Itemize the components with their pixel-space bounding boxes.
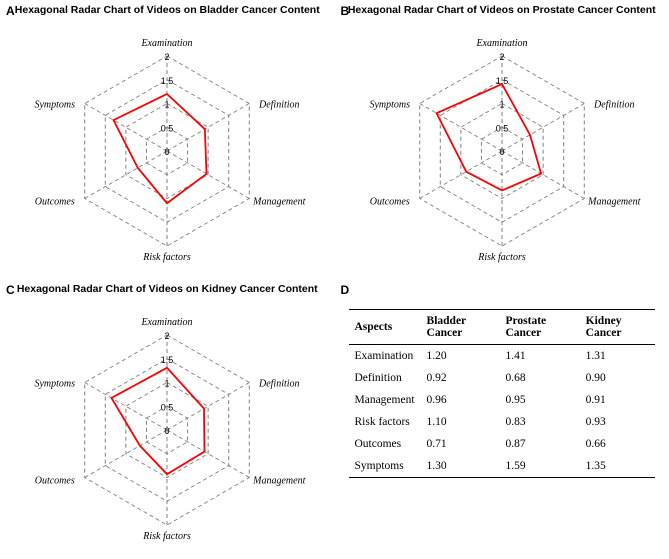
panel-b: B Hexagonal Radar Chart of Videos on Pro… xyxy=(335,0,669,279)
svg-text:Risk factors: Risk factors xyxy=(142,252,191,263)
table-body: Examination1.201.411.31Definition0.920.6… xyxy=(349,344,656,477)
panel-b-title: Hexagonal Radar Chart of Videos on Prost… xyxy=(335,4,669,16)
svg-text:Risk factors: Risk factors xyxy=(477,252,526,263)
svg-text:1.5: 1.5 xyxy=(495,76,508,86)
table-cell: Outcomes xyxy=(349,433,421,455)
svg-text:Management: Management xyxy=(252,197,305,208)
table-cell: 0.96 xyxy=(421,389,500,411)
svg-text:1.5: 1.5 xyxy=(161,354,174,364)
table-cell: 1.31 xyxy=(580,344,655,367)
table-row: Examination1.201.411.31 xyxy=(349,344,656,367)
panel-a-title: Hexagonal Radar Chart of Videos on Bladd… xyxy=(0,4,335,16)
panel-b-chart: 0 0.5 1 1.5 2 Examination Definition Management… xyxy=(335,18,669,280)
svg-text:Definition: Definition xyxy=(592,100,634,111)
svg-text:1: 1 xyxy=(164,378,169,388)
panel-c-chart: 0 0.5 1 1.5 2 Examination Definition Management… xyxy=(0,297,334,559)
svg-text:Symptoms: Symptoms xyxy=(34,100,75,111)
panel-c: C Hexagonal Radar Chart of Videos on Kid… xyxy=(0,279,335,558)
table-row: Management0.960.950.91 xyxy=(349,389,656,411)
table-header-cell: Aspects xyxy=(349,309,421,344)
svg-text:Outcomes: Outcomes xyxy=(35,197,75,208)
svg-text:Management: Management xyxy=(252,475,305,486)
panel-c-title: Hexagonal Radar Chart of Videos on Kidne… xyxy=(0,283,335,295)
table-cell: Symptoms xyxy=(349,455,421,478)
panel-grid: A Hexagonal Radar Chart of Videos on Bla… xyxy=(0,0,669,557)
table-cell: 0.71 xyxy=(421,433,500,455)
table-cell: Definition xyxy=(349,367,421,389)
svg-text:1: 1 xyxy=(164,100,169,110)
table-row: Symptoms1.301.591.35 xyxy=(349,455,656,478)
table-cell: 1.35 xyxy=(580,455,655,478)
table-row: Outcomes0.710.870.66 xyxy=(349,433,656,455)
panel-d-label: D xyxy=(341,283,350,297)
table-cell: 1.41 xyxy=(499,344,579,367)
svg-text:0.5: 0.5 xyxy=(495,123,508,133)
svg-text:1.5: 1.5 xyxy=(161,76,174,86)
svg-text:Symptoms: Symptoms xyxy=(369,100,410,111)
table-header-cell: Kidney Cancer xyxy=(580,309,655,344)
data-table: AspectsBladder CancerProstate CancerKidn… xyxy=(349,309,656,478)
panel-a-chart: 0 0.5 1 1.5 2 Examination Definition Management… xyxy=(0,18,334,280)
panel-a: A Hexagonal Radar Chart of Videos on Bla… xyxy=(0,0,335,279)
table-cell: 0.68 xyxy=(499,367,579,389)
table-cell: 1.10 xyxy=(421,411,500,433)
table-cell: 1.20 xyxy=(421,344,500,367)
table-cell: 0.93 xyxy=(580,411,655,433)
svg-text:2: 2 xyxy=(499,52,504,62)
table-header-cell: Prostate Cancer xyxy=(499,309,579,344)
table-cell: Examination xyxy=(349,344,421,367)
table-cell: 0.91 xyxy=(580,389,655,411)
svg-text:0.5: 0.5 xyxy=(161,402,174,412)
table-cell: 1.59 xyxy=(499,455,579,478)
table-cell: 0.92 xyxy=(421,367,500,389)
table-cell: 1.30 xyxy=(421,455,500,478)
svg-text:2: 2 xyxy=(164,52,169,62)
table-cell: Risk factors xyxy=(349,411,421,433)
table-cell: 0.66 xyxy=(580,433,655,455)
svg-text:Outcomes: Outcomes xyxy=(369,197,409,208)
svg-text:Outcomes: Outcomes xyxy=(35,475,75,486)
table-header-row: AspectsBladder CancerProstate CancerKidn… xyxy=(349,309,656,344)
panel-d: D AspectsBladder CancerProstate CancerKi… xyxy=(335,279,669,558)
svg-text:1: 1 xyxy=(499,100,504,110)
svg-text:Management: Management xyxy=(587,197,640,208)
svg-text:Definition: Definition xyxy=(258,100,300,111)
svg-text:0.5: 0.5 xyxy=(161,123,174,133)
table-cell: 0.95 xyxy=(499,389,579,411)
table-cell: Management xyxy=(349,389,421,411)
svg-text:Definition: Definition xyxy=(258,378,300,389)
table-header-cell: Bladder Cancer xyxy=(421,309,500,344)
table-cell: 0.83 xyxy=(499,411,579,433)
table-cell: 0.90 xyxy=(580,367,655,389)
svg-text:Risk factors: Risk factors xyxy=(142,531,191,542)
table-row: Definition0.920.680.90 xyxy=(349,367,656,389)
table-cell: 0.87 xyxy=(499,433,579,455)
table-row: Risk factors1.100.830.93 xyxy=(349,411,656,433)
svg-text:2: 2 xyxy=(164,331,169,341)
svg-text:0: 0 xyxy=(164,147,169,157)
svg-text:Symptoms: Symptoms xyxy=(34,378,75,389)
svg-text:Examination: Examination xyxy=(140,38,192,49)
svg-text:Examination: Examination xyxy=(475,38,527,49)
svg-text:0: 0 xyxy=(164,426,169,436)
svg-text:Examination: Examination xyxy=(140,317,192,328)
svg-text:0: 0 xyxy=(499,147,504,157)
